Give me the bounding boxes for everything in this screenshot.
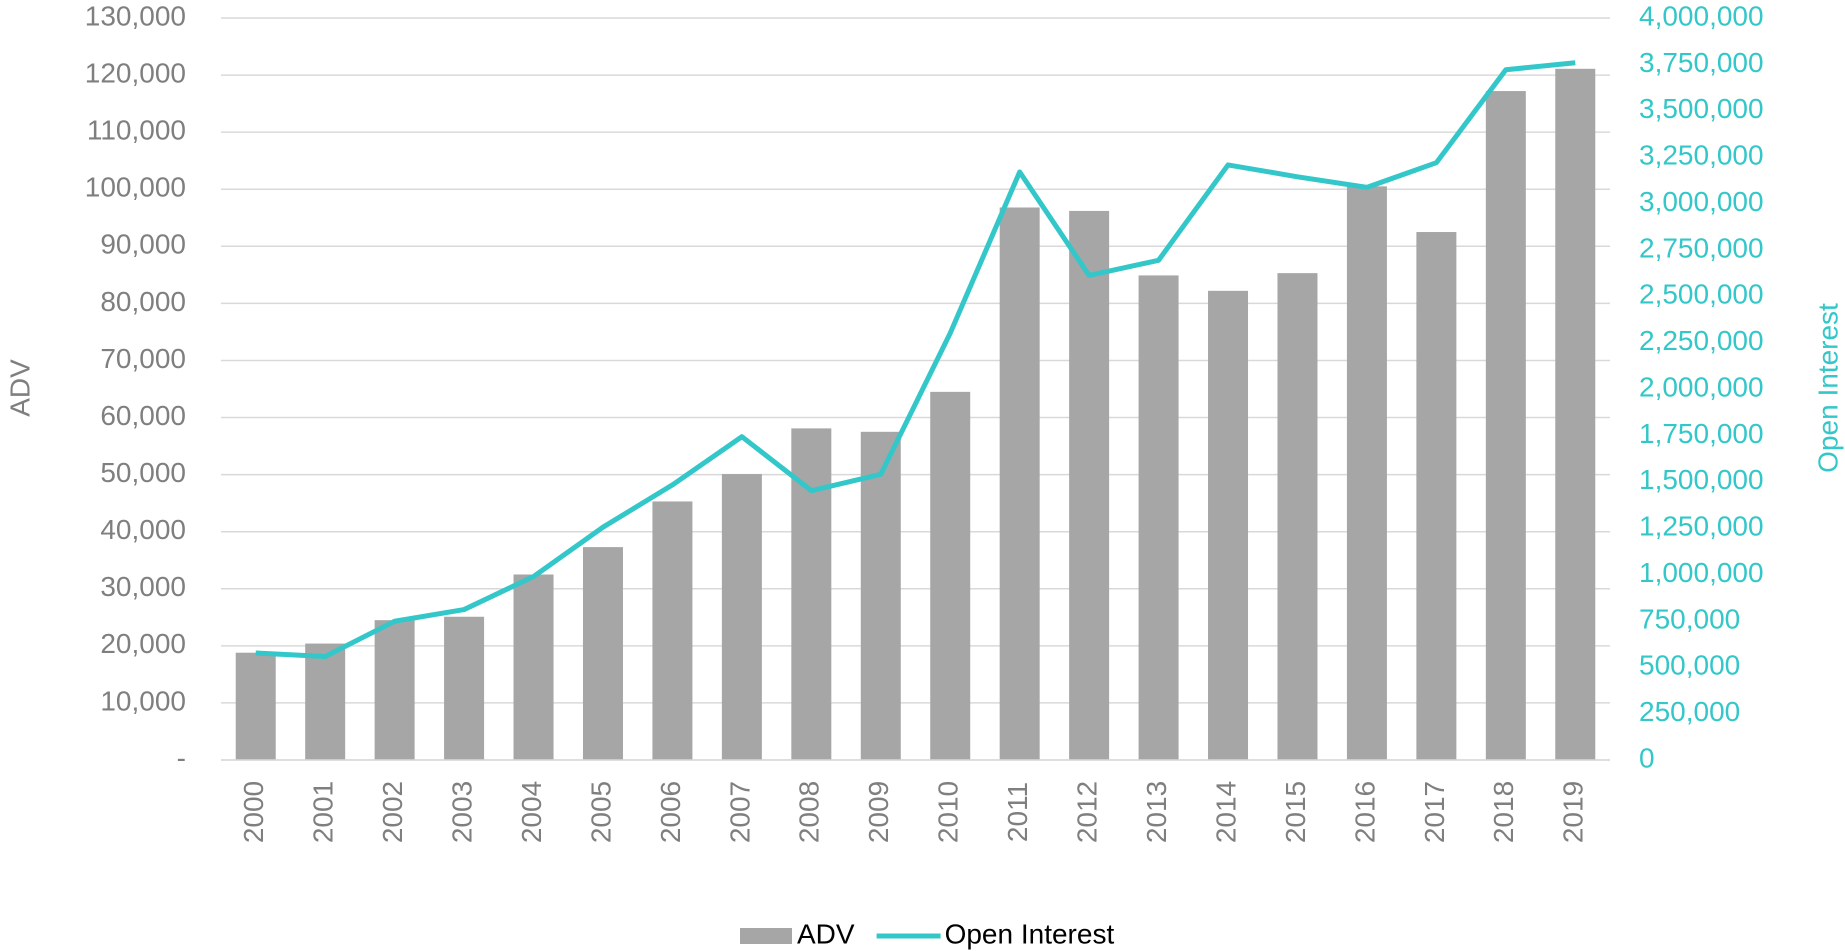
y-tick-label: 70,000	[100, 343, 186, 374]
y-tick-label: -	[177, 742, 186, 773]
x-tick-label: 2013	[1141, 781, 1172, 843]
x-tick-label: 2017	[1419, 781, 1450, 843]
x-tick-label: 2018	[1488, 781, 1519, 843]
y2-tick-label: 2,750,000	[1639, 232, 1764, 263]
y-tick-label: 60,000	[100, 400, 186, 431]
y-tick-label: 50,000	[100, 457, 186, 488]
x-tick-label: 2001	[308, 781, 339, 843]
y2-tick-label: 2,250,000	[1639, 325, 1764, 356]
x-tick-label: 2002	[377, 781, 408, 843]
bar	[652, 501, 693, 760]
y-tick-label: 80,000	[100, 286, 186, 317]
y2-tick-label: 3,000,000	[1639, 186, 1764, 217]
bar	[305, 643, 346, 760]
bar	[1416, 232, 1457, 761]
x-tick-label: 2006	[655, 781, 686, 843]
bar	[1138, 275, 1179, 760]
y2-tick-label: 1,250,000	[1639, 511, 1764, 542]
x-tick-label: 2014	[1210, 781, 1241, 843]
bar	[1208, 290, 1249, 760]
x-tick-label: 2003	[446, 781, 477, 843]
bar	[1485, 91, 1526, 760]
bar	[1277, 273, 1318, 760]
bar	[930, 391, 971, 760]
y-tick-label: 90,000	[100, 229, 186, 260]
y2-tick-label: 3,250,000	[1639, 140, 1764, 171]
x-tick-label: 2005	[585, 781, 616, 843]
y-tick-label: 30,000	[100, 571, 186, 602]
x-tick-label: 2016	[1349, 781, 1380, 843]
x-tick-label: 2008	[794, 781, 825, 843]
y-tick-label: 20,000	[100, 628, 186, 659]
y2-tick-label: 1,750,000	[1639, 418, 1764, 449]
bar	[999, 207, 1040, 761]
y-tick-label: 130,000	[85, 0, 186, 31]
bar	[582, 547, 623, 760]
y2-tick-label: 4,000,000	[1639, 0, 1764, 31]
x-tick-label: 2004	[516, 781, 547, 843]
bar	[374, 620, 415, 760]
x-tick-label: 2015	[1280, 781, 1311, 843]
y-tick-label: 40,000	[100, 514, 186, 545]
bar	[1346, 186, 1387, 760]
x-tick-label: 2007	[724, 781, 755, 843]
bar	[791, 428, 832, 760]
bar	[444, 616, 485, 760]
x-tick-label: 2012	[1072, 781, 1103, 843]
y-tick-label: 10,000	[100, 685, 186, 716]
y2-axis-title: Open Interest	[1812, 303, 1843, 473]
x-tick-label: 2011	[1002, 782, 1033, 842]
bar	[721, 474, 762, 760]
bar	[1555, 68, 1596, 760]
y2-tick-label: 3,750,000	[1639, 47, 1764, 78]
y-tick-label: 110,000	[87, 115, 186, 146]
x-tick-label: 2009	[863, 781, 894, 843]
y2-tick-label: 2,500,000	[1639, 279, 1764, 310]
bar	[235, 652, 276, 760]
y2-tick-label: 0	[1639, 742, 1655, 773]
legend-swatch	[740, 928, 792, 944]
line	[255, 60, 1576, 659]
y-tick-label: 120,000	[85, 57, 186, 88]
legend-label: ADV	[797, 918, 855, 949]
bar	[513, 574, 554, 760]
x-tick-label: 2000	[238, 781, 269, 843]
bar	[1069, 210, 1110, 761]
y2-tick-label: 2,000,000	[1639, 371, 1764, 402]
y-tick-label: 100,000	[85, 172, 186, 203]
x-tick-label: 2019	[1558, 781, 1589, 843]
y2-tick-label: 3,500,000	[1639, 93, 1764, 124]
bar	[860, 431, 901, 760]
y2-tick-label: 750,000	[1639, 603, 1740, 634]
y2-tick-label: 1,500,000	[1639, 464, 1764, 495]
y-axis-title: ADV	[4, 359, 35, 417]
y2-tick-label: 500,000	[1639, 650, 1740, 681]
y2-tick-label: 1,000,000	[1639, 557, 1764, 588]
y2-tick-label: 250,000	[1639, 696, 1740, 727]
legend-label: Open Interest	[945, 918, 1115, 949]
x-tick-label: 2010	[933, 781, 964, 843]
